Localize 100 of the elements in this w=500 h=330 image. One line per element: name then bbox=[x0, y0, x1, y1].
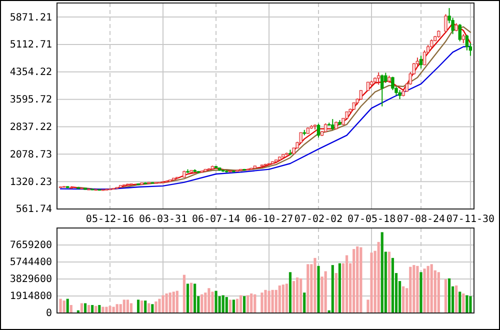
bar bbox=[306, 264, 310, 313]
bar bbox=[437, 272, 440, 313]
bar bbox=[296, 277, 299, 313]
bar bbox=[116, 304, 118, 313]
y-tick-label: 0 bbox=[46, 308, 52, 320]
bar bbox=[105, 306, 108, 313]
bar bbox=[239, 295, 242, 313]
line-series bbox=[60, 46, 472, 190]
bar bbox=[391, 258, 394, 313]
bar bbox=[208, 288, 210, 313]
bar bbox=[165, 293, 168, 313]
bar bbox=[430, 264, 433, 313]
bar bbox=[268, 290, 270, 313]
y-tick-label: 5871.21 bbox=[10, 12, 52, 24]
x-tick-label: 05-12-16 bbox=[86, 214, 134, 226]
bar bbox=[423, 268, 426, 313]
bar bbox=[232, 300, 235, 313]
bar bbox=[300, 278, 302, 313]
bar bbox=[154, 301, 158, 313]
bar bbox=[148, 303, 150, 313]
candlestick bbox=[462, 34, 465, 44]
candlestick bbox=[316, 123, 320, 138]
bar bbox=[151, 304, 154, 313]
bar bbox=[144, 300, 147, 313]
candlestick bbox=[376, 72, 380, 86]
bar bbox=[126, 300, 129, 313]
bar bbox=[416, 266, 419, 313]
bar bbox=[236, 298, 239, 313]
y-tick-label: 7659200 bbox=[10, 240, 52, 252]
bar bbox=[59, 298, 62, 313]
bar bbox=[303, 292, 306, 313]
y-tick-label: 2078.73 bbox=[10, 149, 52, 160]
bar bbox=[409, 266, 412, 313]
y-tick-label: 1914800 bbox=[10, 291, 52, 302]
bar bbox=[271, 290, 274, 313]
x-tick-label: 06-10-27 bbox=[244, 214, 294, 226]
bar bbox=[469, 296, 472, 313]
bar bbox=[285, 284, 288, 313]
candlestick bbox=[380, 74, 384, 107]
bar bbox=[345, 255, 348, 313]
bar bbox=[62, 300, 66, 313]
y-tick-label: 1320.23 bbox=[10, 176, 52, 188]
bar bbox=[455, 285, 458, 313]
bar bbox=[466, 295, 468, 313]
bar bbox=[380, 232, 384, 313]
bar bbox=[274, 290, 278, 313]
candlestick bbox=[458, 23, 462, 42]
bar bbox=[190, 282, 193, 313]
y-tick-label: 561.74 bbox=[16, 204, 52, 216]
bar bbox=[292, 281, 296, 313]
bar bbox=[122, 300, 126, 313]
bar bbox=[288, 272, 292, 313]
bar bbox=[130, 303, 133, 313]
y-tick-label: 2837.22 bbox=[10, 122, 52, 133]
bar bbox=[186, 284, 190, 313]
y-tick-label: 5744400 bbox=[10, 257, 52, 268]
bar bbox=[444, 279, 448, 313]
bar bbox=[458, 292, 462, 313]
bar bbox=[264, 290, 267, 313]
y-tick-label: 5112.71 bbox=[10, 40, 52, 51]
bar bbox=[360, 247, 362, 313]
bar bbox=[370, 252, 373, 313]
bar bbox=[194, 284, 196, 313]
y-tick-label: 3595.72 bbox=[10, 94, 52, 106]
bar bbox=[352, 249, 356, 313]
bar bbox=[182, 274, 186, 313]
bar bbox=[66, 298, 69, 313]
bar bbox=[260, 292, 264, 313]
x-tick-label: 06-07-14 bbox=[192, 214, 240, 226]
bar bbox=[356, 246, 359, 313]
bar bbox=[200, 294, 204, 313]
y-tick-label: 3829600 bbox=[10, 274, 52, 286]
x-tick-label: 07-05-18 bbox=[347, 214, 396, 226]
x-tick-label: 07-02-02 bbox=[294, 214, 343, 226]
bar bbox=[334, 273, 338, 313]
candlestick bbox=[398, 90, 402, 100]
candlestick bbox=[331, 118, 334, 130]
bar bbox=[222, 295, 224, 313]
bar bbox=[377, 242, 380, 313]
bar bbox=[317, 266, 320, 313]
bar bbox=[91, 305, 94, 313]
candlestick bbox=[444, 14, 448, 32]
bar bbox=[282, 284, 284, 313]
candlestick bbox=[359, 90, 363, 100]
bar bbox=[448, 278, 451, 313]
bar bbox=[80, 303, 84, 313]
x-tick-label: 07-08-24 bbox=[396, 214, 446, 226]
bar bbox=[112, 306, 115, 313]
x-tick-label: 07-11-30 bbox=[446, 214, 495, 226]
bar bbox=[108, 306, 112, 313]
bar bbox=[246, 295, 250, 313]
bar bbox=[338, 263, 342, 313]
y-tick-label: 4354.22 bbox=[10, 67, 52, 78]
bar bbox=[314, 258, 316, 313]
x-tick-label: 06-03-31 bbox=[138, 214, 188, 226]
bar bbox=[402, 286, 405, 313]
bar bbox=[84, 303, 87, 313]
bar bbox=[211, 292, 214, 313]
bar bbox=[214, 290, 218, 313]
bar bbox=[412, 265, 416, 313]
